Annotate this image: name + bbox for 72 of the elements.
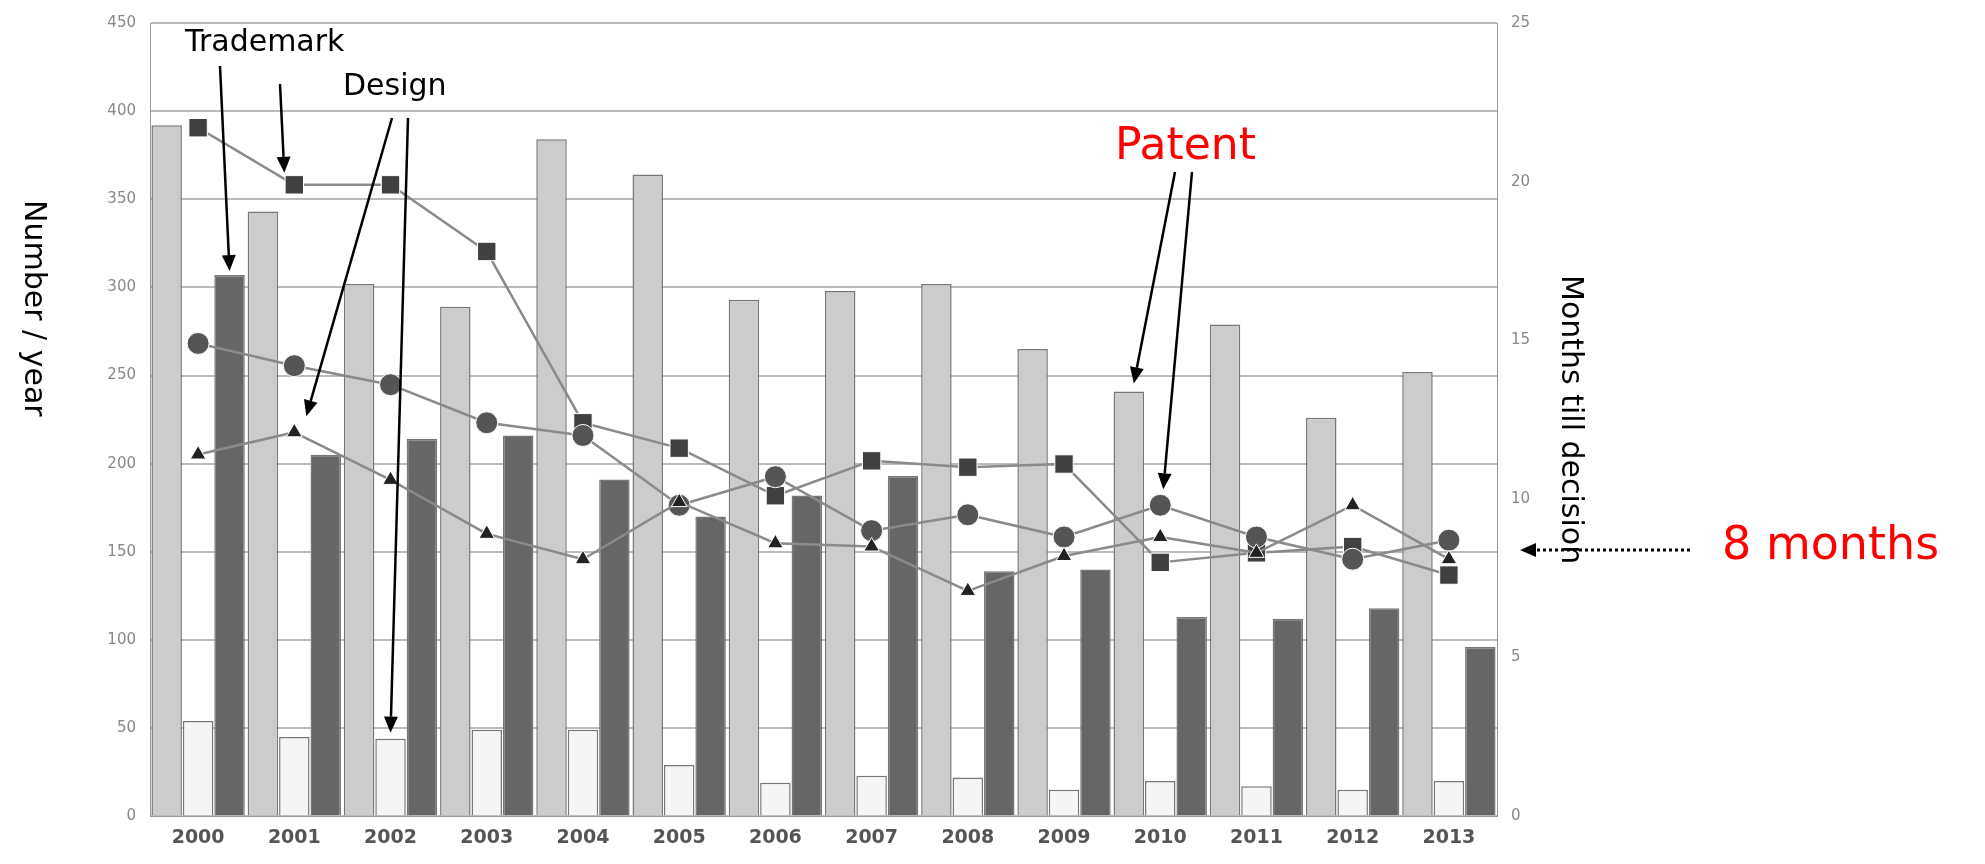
- point: [1151, 527, 1169, 542]
- point: [1052, 525, 1076, 549]
- point: [286, 422, 303, 438]
- point: [1054, 454, 1074, 474]
- x-tick-label: 2003: [460, 824, 514, 847]
- point: [1150, 552, 1170, 573]
- y2-tick-label: 25: [1511, 12, 1531, 31]
- x-tick-label: 2001: [267, 824, 321, 847]
- point: [1248, 543, 1265, 558]
- annotation: Design: [343, 67, 447, 102]
- y-tick-label: 250: [107, 365, 136, 384]
- y2-tick-label: 20: [1511, 171, 1531, 190]
- point: [958, 457, 978, 477]
- annotation: Trademark: [185, 23, 345, 58]
- x-tick-label: 2000: [171, 824, 225, 847]
- point: [186, 331, 210, 355]
- point: [282, 354, 306, 378]
- point: [669, 438, 689, 458]
- point: [571, 423, 595, 447]
- x-tick-label: 2005: [652, 824, 706, 847]
- x-tick-label: 2012: [1326, 824, 1380, 847]
- point: [765, 486, 786, 506]
- point: [380, 175, 401, 195]
- point: [861, 451, 882, 471]
- point: [1341, 547, 1365, 571]
- point: [1344, 495, 1361, 511]
- x-tick-label: 2007: [845, 824, 899, 847]
- x-tick-label: 2006: [748, 824, 802, 847]
- annotation: Patent: [1115, 118, 1256, 169]
- point: [1440, 549, 1458, 565]
- y2-tick-label: 10: [1511, 488, 1531, 507]
- point: [382, 470, 399, 485]
- point: [959, 581, 977, 596]
- y-tick-label: 0: [126, 806, 136, 825]
- y-tick-label: 400: [107, 101, 136, 120]
- x-tick-label: 2013: [1422, 824, 1476, 847]
- point: [475, 411, 499, 435]
- x-tick-label: 2008: [941, 824, 995, 847]
- y-tick-label: 50: [116, 717, 136, 736]
- y-axis-title: Number / year: [18, 200, 53, 417]
- y2-axis-title: Months till decision: [1555, 275, 1590, 565]
- point: [863, 537, 880, 552]
- y2-tick-label: 0: [1511, 806, 1521, 825]
- point: [188, 118, 208, 138]
- x-tick-label: 2011: [1230, 824, 1283, 847]
- point: [1148, 493, 1172, 517]
- y-tick-label: 450: [107, 12, 136, 31]
- point: [478, 524, 496, 539]
- x-tick-label: 2002: [364, 824, 417, 847]
- point: [860, 519, 884, 543]
- text: 8 months: [1722, 516, 1940, 570]
- point: [1437, 528, 1461, 552]
- point: [1055, 546, 1073, 562]
- y2-tick-label: 15: [1511, 330, 1531, 349]
- point: [1439, 565, 1459, 585]
- point: [574, 549, 592, 565]
- x-tick-label: 2010: [1133, 824, 1187, 847]
- point: [767, 533, 784, 549]
- y-tick-label: 200: [107, 453, 136, 472]
- y2-tick-label: 5: [1511, 647, 1521, 666]
- y-tick-label: 300: [107, 277, 136, 296]
- point: [284, 175, 305, 195]
- x-tick-label: 2009: [1037, 824, 1091, 847]
- y-tick-label: 100: [107, 629, 136, 648]
- point: [1244, 525, 1268, 549]
- point: [956, 503, 980, 527]
- y-tick-label: 350: [107, 189, 136, 208]
- x-tick-label: 2004: [556, 824, 610, 847]
- point: [477, 241, 497, 262]
- y-tick-label: 150: [107, 541, 136, 560]
- point: [189, 445, 207, 460]
- point: [763, 465, 787, 489]
